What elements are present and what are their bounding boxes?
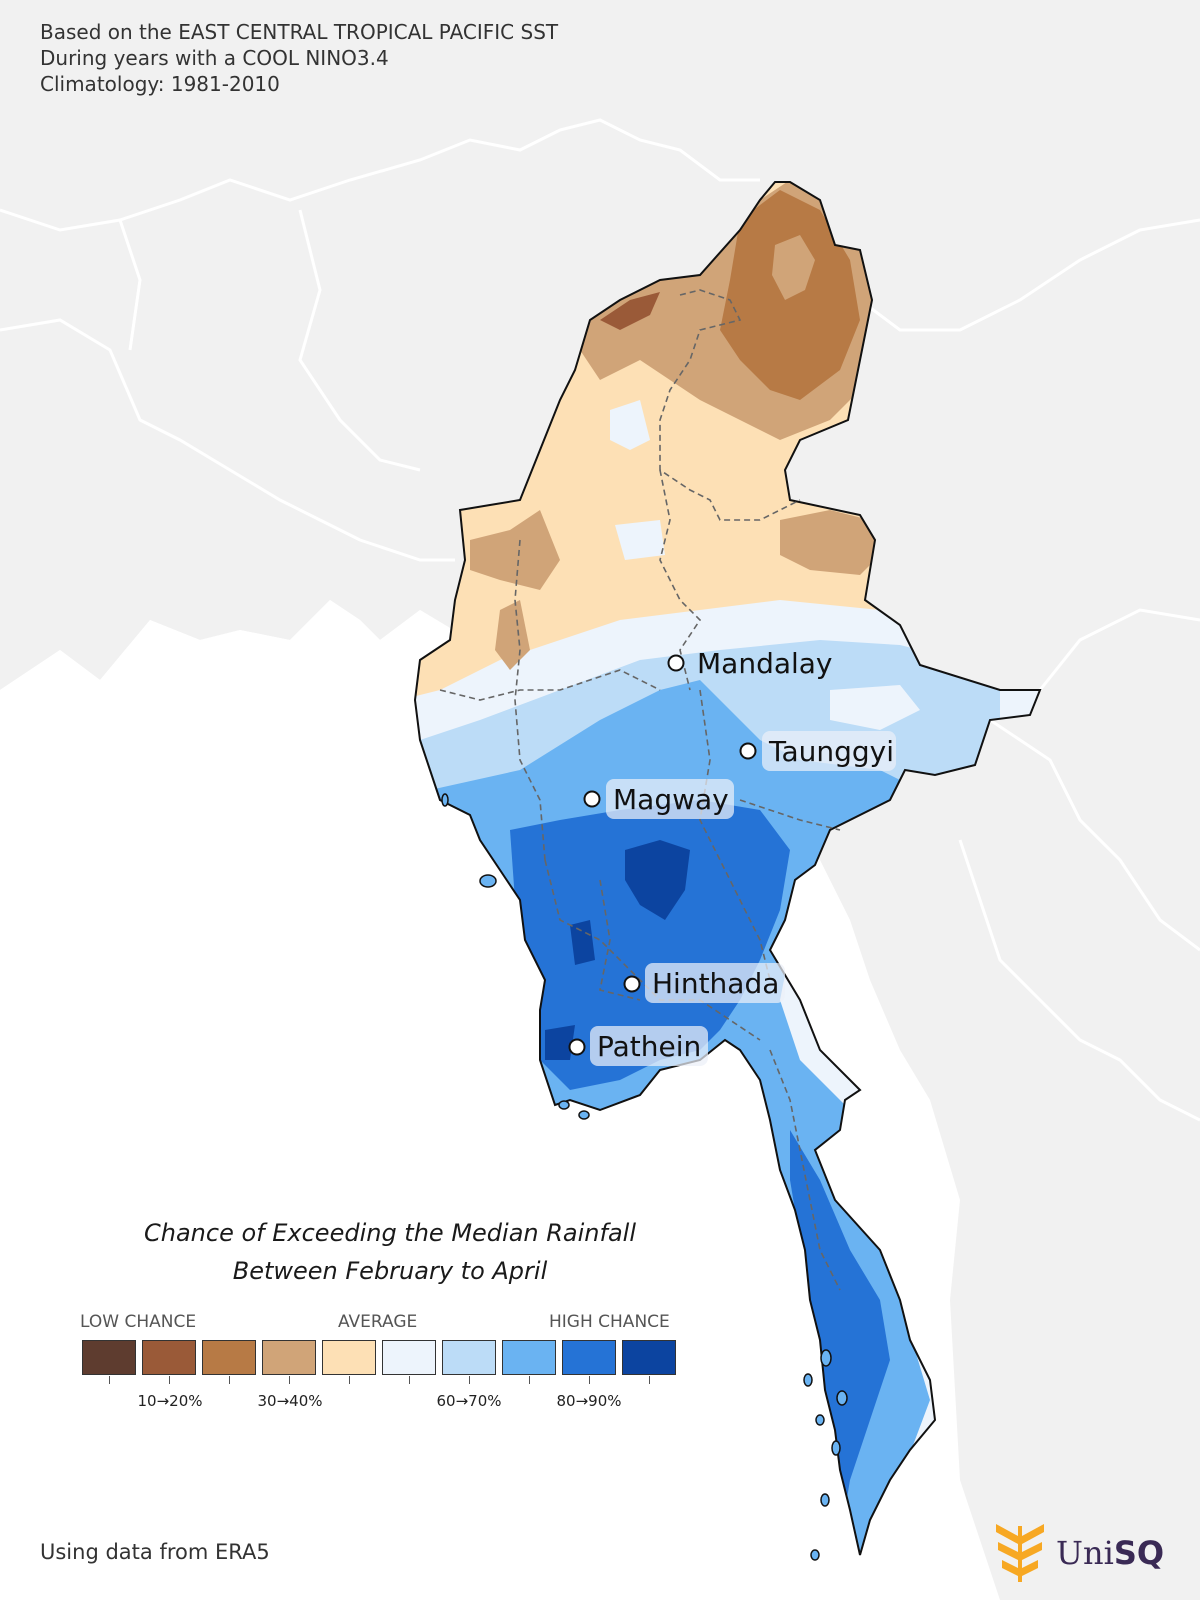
legend-tick-label: 10→20% [137,1392,203,1410]
legend-tick-mark [289,1376,290,1384]
legend-tick-label: 30→40% [257,1392,323,1410]
city-label-bg [645,963,785,1003]
city-mandalay: Mandalay [667,647,833,680]
band-80-90-south [790,1130,890,1540]
header-line-1: Based on the EAST CENTRAL TROPICAL PACIF… [40,20,559,44]
neighbour-border [989,608,1200,952]
legend-tick-mark [589,1376,590,1384]
band-30-40-east [780,510,880,575]
city-label-bg [606,779,734,819]
legend-swatch [502,1340,556,1375]
legend-tick-label: 60→70% [436,1392,502,1410]
city-magway: Magway [583,779,734,819]
city-marker [739,742,757,760]
division-boundaries [439,289,841,1291]
band-90-100 [545,1025,575,1060]
band-40-50-patch [615,520,665,560]
legend-low-label: LOW CHANCE [80,1312,197,1332]
city-marker [623,975,641,993]
city-pathein: Pathein [568,1026,708,1066]
map-title: Chance of Exceeding the Median Rainfall [144,1219,636,1247]
legend-swatch [622,1340,676,1375]
city-label-taunggyi: Taunggyi [768,735,894,768]
city-label-hinthada: Hinthada [652,967,779,1000]
legend-swatch [562,1340,616,1375]
legend-swatch [82,1340,136,1375]
city-marker [568,1038,586,1056]
band-30-40-light [772,235,815,300]
legend-tick-mark [469,1376,470,1384]
band-50-60-patch [830,685,920,730]
legend-tick-mark [109,1376,110,1384]
legend-tick-mark [409,1376,410,1384]
city-label-magway: Magway [613,783,729,816]
city-taunggyi: Taunggyi [739,731,896,771]
header-line-2: During years with a COOL NINO3.4 [40,46,389,70]
legend-average-label: AVERAGE [338,1312,418,1332]
legend-swatch [322,1340,376,1375]
islands [441,793,848,1561]
city-label-mandalay: Mandalay [697,647,833,680]
logo-wordmark: UniSQ [1056,1534,1164,1572]
legend-swatch [442,1340,496,1375]
legend-swatch [202,1340,256,1375]
legend-swatch [142,1340,196,1375]
band-90-100 [625,840,690,920]
band-10-20 [600,292,660,330]
band-80-90 [510,800,790,1090]
legend-tick-mark [649,1376,650,1384]
legend-color-scale [82,1340,682,1384]
city-label-bg [762,731,896,771]
neighbour-border [118,209,421,472]
legend-tick-mark [229,1376,230,1384]
city-hinthada: Hinthada [623,963,785,1003]
neighbour-border [0,318,455,562]
logo-text-regular: Uni [1056,1534,1114,1572]
city-marker [583,790,601,808]
legend-swatch [262,1340,316,1375]
neighbour-border [958,839,1200,1122]
unisq-logo: UniSQ [992,1520,1172,1590]
neighbour-border [859,218,1200,332]
city-label-pathein: Pathein [597,1030,701,1063]
band-40-50-patch [610,400,650,450]
city-label-bg [590,1026,708,1066]
legend-tick-mark [349,1376,350,1384]
data-source: Using data from ERA5 [40,1540,270,1564]
unisq-emblem-icon [996,1524,1044,1582]
legend-tick-mark [169,1376,170,1384]
legend-swatch [382,1340,436,1375]
band-30-40-west [470,510,560,590]
legend-tick-label: 80→90% [556,1392,622,1410]
band-30-40-west2 [495,600,530,670]
city-marker [667,654,685,672]
map-subtitle: Between February to April [232,1257,548,1285]
legend-high-label: HIGH CHANCE [549,1312,670,1332]
header-line-3: Climatology: 1981-2010 [40,72,280,96]
band-90-100 [570,920,595,965]
neighbour-border [0,118,760,232]
legend-tick-mark [529,1376,530,1384]
logo-text-bold: SQ [1113,1534,1165,1572]
